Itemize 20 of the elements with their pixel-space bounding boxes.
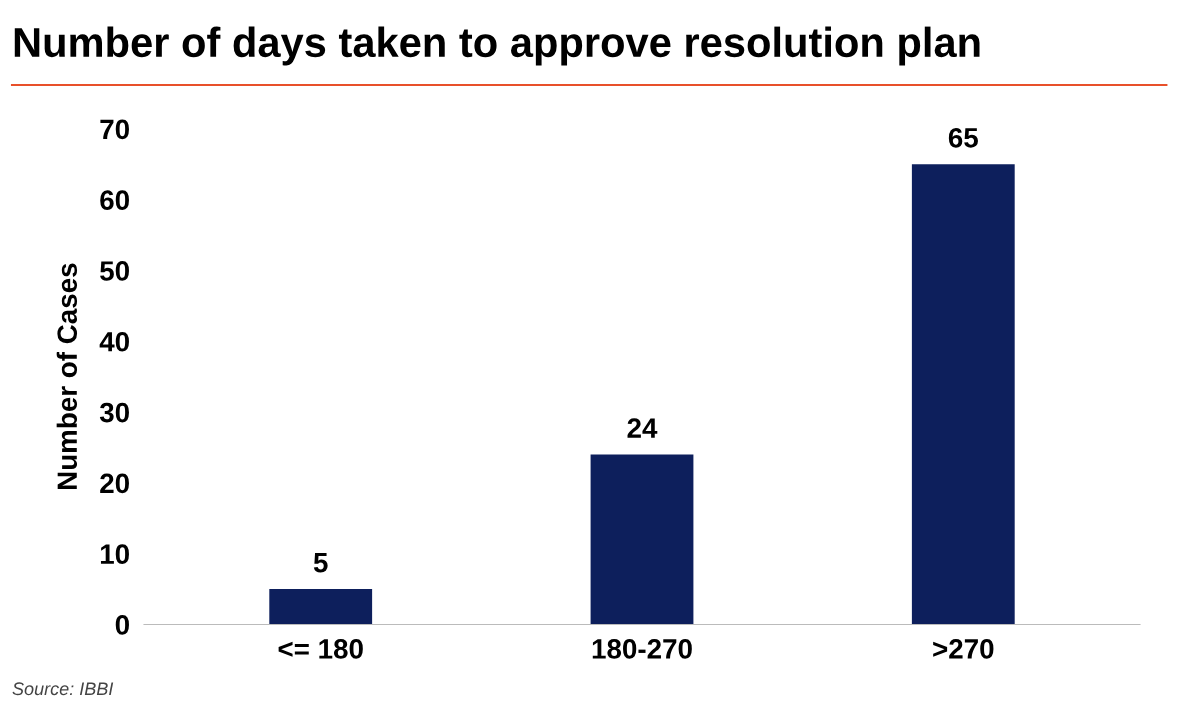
data-label: 65	[948, 127, 978, 148]
y-tick-label: 0	[115, 615, 129, 635]
y-tick-label: 70	[100, 119, 129, 140]
data-label: 24	[627, 418, 658, 438]
x-tick-label: >270	[933, 639, 994, 659]
x-tick-label: 180-270	[592, 639, 692, 659]
data-label: 5	[313, 553, 328, 573]
y-tick-label: 30	[99, 402, 129, 423]
bar	[269, 589, 373, 625]
y-tick-label: 50	[100, 261, 129, 281]
bar	[590, 454, 694, 625]
y-tick-label: 40	[99, 331, 129, 352]
y-tick-label: 10	[100, 544, 129, 564]
chart-title: Number of days taken to approve resolution plan	[14, 26, 980, 66]
bar	[911, 164, 1015, 625]
x-tick-label: <= 180	[278, 639, 363, 659]
y-tick-label: 60	[100, 190, 129, 210]
y-tick-label: 20	[100, 473, 129, 494]
y-axis-title: Number of Cases	[56, 263, 78, 490]
source-note: Source: IBBI	[12, 682, 114, 696]
